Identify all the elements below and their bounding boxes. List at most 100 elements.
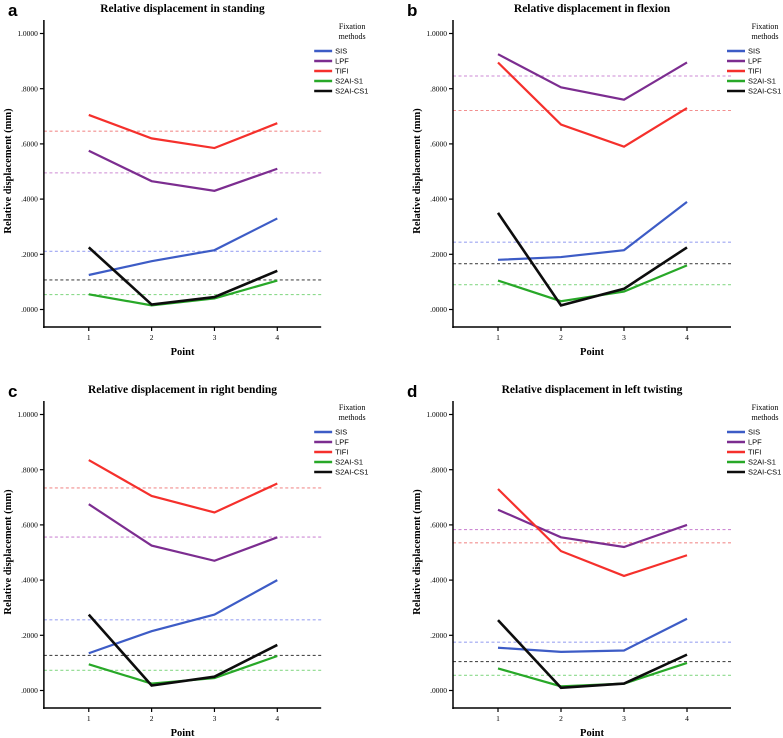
y-axis-label: Relative displacement (mm) [3, 108, 14, 234]
legend-entry-LPF: LPF [314, 438, 349, 447]
legend-label-TIFI: TIFI [335, 67, 348, 76]
panel-title: Relative displacement in standing [100, 3, 265, 15]
y-tick-label: .8000 [430, 84, 447, 93]
y-axis-label: Relative displacement (mm) [412, 489, 423, 615]
legend-entry-TIFI: TIFI [314, 448, 348, 457]
legend-entry-SIS: SIS [727, 428, 760, 437]
legend-label-S2AI-CS1: S2AI-CS1 [335, 87, 368, 96]
legend-entry-SIS: SIS [314, 47, 347, 56]
x-tick-label: 2 [150, 333, 154, 342]
x-tick-label: 2 [150, 714, 154, 723]
x-tick-label: 2 [559, 333, 563, 342]
y-tick-label: .4000 [21, 576, 38, 585]
y-tick-label: .2000 [21, 631, 38, 640]
legend-title-line2: methods [339, 413, 366, 422]
legend-label-SIS: SIS [748, 47, 760, 56]
panel-b-flexion: b Relative displacement in flexion 1.0000.… [391, 0, 783, 369]
y-tick-label: .0000 [430, 305, 447, 314]
x-tick-label: 1 [87, 714, 91, 723]
y-tick-label: .4000 [430, 576, 447, 585]
y-tick-label: 1.0000 [426, 410, 447, 419]
y-tick-label: .6000 [430, 521, 447, 530]
legend-entry-SIS: SIS [314, 428, 347, 437]
legend-label-TIFI: TIFI [748, 448, 761, 457]
panel-d-left-twisting: d Relative displacement in left twisting 1… [391, 369, 783, 738]
legend-entry-LPF: LPF [314, 57, 349, 66]
x-tick-label: 3 [622, 333, 626, 342]
y-axis-label: Relative displacement (mm) [412, 108, 423, 234]
y-tick-label: .6000 [21, 139, 38, 148]
x-axis-label: Point [580, 347, 604, 358]
y-axis-label: Relative displacement (mm) [3, 489, 14, 615]
y-tick-label: 1.0000 [426, 29, 447, 38]
series-line-LPF [88, 149, 278, 192]
y-tick-label: .4000 [21, 195, 38, 204]
series-line-TIFI [497, 61, 688, 148]
panel-title: Relative displacement in right bending [88, 384, 277, 396]
legend-title-line2: methods [339, 32, 366, 41]
y-tick-label: 1.0000 [17, 29, 38, 38]
legend-entry-SIS: SIS [727, 47, 760, 56]
legend-title-line2: methods [751, 32, 778, 41]
panel-svg-d: d Relative displacement in left twisting 1… [407, 382, 781, 738]
x-axis-label: Point [171, 728, 195, 738]
legend-entry-TIFI: TIFI [727, 448, 761, 457]
legend-label-SIS: SIS [335, 428, 347, 437]
legend-entry-TIFI: TIFI [727, 67, 761, 76]
series-line-S2AI-CS1 [87, 613, 278, 687]
x-tick-label: 3 [213, 714, 217, 723]
series-line-LPF [497, 53, 688, 101]
legend-label-LPF: LPF [335, 438, 349, 447]
legend-label-SIS: SIS [335, 47, 347, 56]
legend-label-SIS: SIS [748, 428, 760, 437]
y-tick-label: .2000 [430, 631, 447, 640]
y-tick-label: .0000 [430, 686, 447, 695]
y-tick-label: .8000 [21, 465, 38, 474]
series-line-TIFI [88, 459, 278, 514]
panel-letter: a [8, 1, 18, 20]
x-tick-label: 3 [213, 333, 217, 342]
legend-label-TIFI: TIFI [335, 448, 348, 457]
legend-label-S2AI-S1: S2AI-S1 [335, 77, 363, 86]
panel-svg-b: b Relative displacement in flexion 1.0000.… [407, 1, 781, 358]
legend-title-line1: Fixation [339, 22, 366, 31]
y-tick-label: .6000 [430, 140, 447, 149]
legend-entry-TIFI: TIFI [314, 67, 348, 76]
x-tick-label: 1 [87, 333, 91, 342]
panel-svg-a: a Relative displacement in standing 1.0000… [3, 1, 368, 358]
legend-label-S2AI-S1: S2AI-S1 [335, 458, 363, 467]
panel-letter: b [407, 1, 417, 20]
series-line-S2AI-CS1 [497, 619, 688, 690]
series-line-S2AI-CS1 [496, 212, 688, 307]
y-tick-label: .6000 [21, 520, 38, 529]
legend-title-line1: Fixation [752, 403, 779, 412]
legend-entry-S2AI-CS1: S2AI-CS1 [727, 87, 781, 96]
legend-entry-S2AI-CS1: S2AI-CS1 [314, 87, 368, 96]
legend-entry-S2AI-S1: S2AI-S1 [314, 458, 363, 467]
y-tick-label: .4000 [430, 195, 447, 204]
panel-title: Relative displacement in flexion [514, 3, 671, 15]
y-tick-label: .8000 [430, 465, 447, 474]
x-tick-label: 4 [685, 714, 689, 723]
series-line-LPF [88, 503, 278, 562]
y-tick-label: .0000 [21, 686, 38, 695]
legend-label-LPF: LPF [335, 57, 349, 66]
series-line-S2AI-CS1 [87, 246, 278, 306]
legend-title-line2: methods [751, 413, 778, 422]
legend-entry-S2AI-S1: S2AI-S1 [727, 77, 776, 86]
legend-label-LPF: LPF [748, 57, 762, 66]
series-line-SIS [497, 200, 688, 261]
series-line-SIS [88, 579, 278, 655]
x-tick-label: 1 [496, 714, 500, 723]
legend-entry-S2AI-CS1: S2AI-CS1 [314, 468, 368, 477]
x-tick-label: 4 [685, 333, 689, 342]
x-axis-label: Point [171, 347, 195, 358]
series-line-SIS [497, 617, 688, 653]
series-line-TIFI [88, 113, 278, 150]
y-tick-label: .2000 [21, 250, 38, 259]
x-axis-label: Point [580, 728, 604, 738]
x-tick-label: 3 [622, 714, 626, 723]
legend-entry-S2AI-CS1: S2AI-CS1 [727, 468, 781, 477]
legend-entry-S2AI-S1: S2AI-S1 [727, 458, 776, 467]
